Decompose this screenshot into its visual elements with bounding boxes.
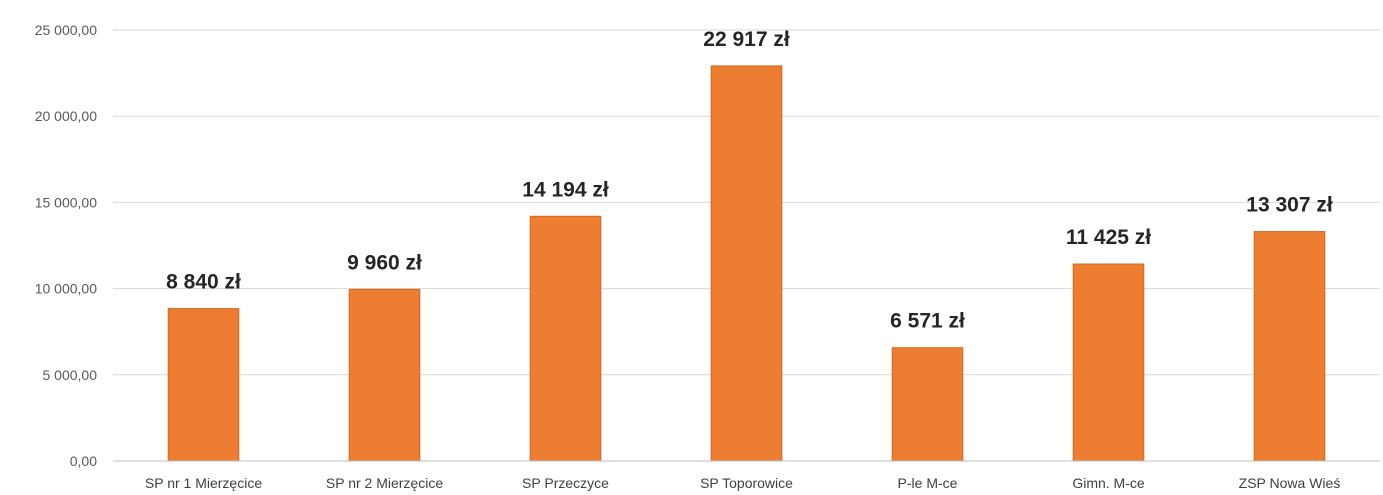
y-tick-label: 10 000,00 [35,281,97,297]
data-label: 8 840 zł [166,271,241,294]
x-category-label: Gimn. M-ce [1072,475,1145,491]
bar [348,288,421,462]
bar [1253,231,1326,462]
y-tick-label: 0,00 [70,453,97,469]
bars [167,65,1326,462]
data-labels: 8 840 zł 9 960 zł 14 194 zł 22 917 zł 6 571 … [166,28,1333,333]
data-label: 6 571 zł [890,310,965,333]
x-category-label: ZSP Nowa Wieś [1239,475,1341,491]
bar [1072,263,1145,462]
x-category-label: SP Przeczyce [522,475,609,491]
x-category-label: P-le M-ce [898,475,958,491]
bar [710,65,783,462]
bar [529,215,602,462]
y-tick-label: 20 000,00 [35,108,97,124]
x-category-label: SP nr 2 Mierzęcice [326,475,443,491]
y-tick-label: 5 000,00 [43,367,98,383]
data-label: 22 917 zł [703,28,790,51]
y-tick-label: 15 000,00 [35,194,97,210]
data-label: 13 307 zł [1246,194,1333,217]
bar [167,308,240,462]
x-category-label: SP Toporowice [700,475,793,491]
data-label: 9 960 zł [347,251,422,274]
x-category-label: SP nr 1 Mierzęcice [145,475,262,491]
bar [891,347,964,462]
data-label: 14 194 zł [522,178,609,201]
data-label: 11 425 zł [1066,226,1151,249]
y-axis-tick-labels: 0,00 5 000,00 10 000,00 15 000,00 20 000,00 2… [35,22,98,469]
x-axis-category-labels: SP nr 1 Mierzęcice SP nr 2 Mierzęcice SP P… [145,475,1340,491]
y-tick-label: 25 000,00 [35,22,97,38]
